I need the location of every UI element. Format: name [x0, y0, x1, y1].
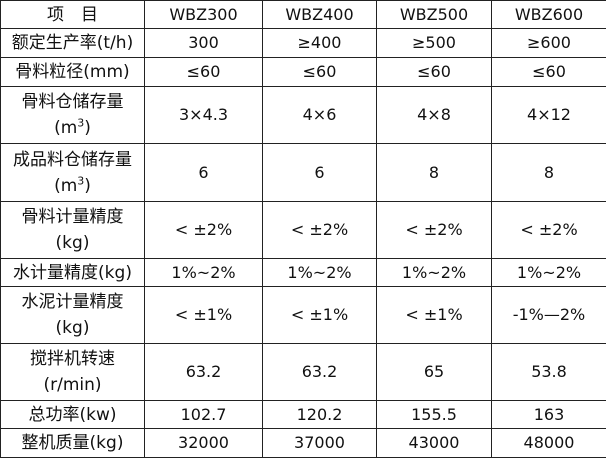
row: 骨料计量精度(kg)< ±2%< ±2%< ±2%< ±2% — [1, 202, 606, 259]
value-cell: 3×4.3 — [145, 87, 263, 144]
value-cell: ≤60 — [263, 58, 377, 87]
value-cell: 6 — [263, 144, 377, 202]
label-text: 整机质量(kg) — [22, 433, 124, 453]
label-unit: (kg) — [56, 318, 90, 338]
value-cell: ≥500 — [377, 29, 492, 58]
value-cell: < ±2% — [145, 202, 263, 259]
row-label: 骨料仓储存量(m3) — [1, 87, 145, 144]
label-text: 搅拌机转速 — [30, 349, 115, 369]
value-cell: 32000 — [145, 429, 263, 458]
row-label: 额定生产率(t/h) — [1, 29, 145, 58]
value-cell: 120.2 — [263, 401, 377, 429]
value-cell: 6 — [145, 144, 263, 202]
value-cell: 63.2 — [263, 344, 377, 401]
row-label: 骨料计量精度 (kg) — [1, 202, 145, 259]
value-cell: ≤60 — [377, 58, 492, 87]
label-text: 水计量精度(kg) — [13, 263, 132, 283]
value-cell: 4×12 — [492, 87, 606, 144]
header-cell: WBZ500 — [377, 1, 492, 29]
value-cell: 4×6 — [263, 87, 377, 144]
row-label: 水泥计量精度 (kg) — [1, 287, 145, 344]
value-cell: 53.8 — [492, 344, 606, 401]
row-label: 整机质量(kg) — [1, 429, 145, 458]
label-unit: (r/min) — [43, 375, 101, 395]
value-cell: 63.2 — [145, 344, 263, 401]
value-cell: 163 — [492, 401, 606, 429]
value-cell: < ±1% — [263, 287, 377, 344]
row-label: 总功率(kw) — [1, 401, 145, 429]
value-cell: 4×8 — [377, 87, 492, 144]
label-text: 骨料计量精度 — [22, 207, 124, 227]
value-cell: 43000 — [377, 429, 492, 458]
value-cell: 1%~2% — [263, 259, 377, 287]
label-text: 骨料仓储存量 — [22, 92, 124, 112]
header-cell: 项 目 — [1, 1, 145, 29]
row: 骨料粒径(mm)≤60≤60≤60≤60 — [1, 58, 606, 87]
row: 水泥计量精度(kg)< ±1%< ±1%< ±1%-1%—2% — [1, 287, 606, 344]
value-cell: 1%~2% — [492, 259, 606, 287]
value-cell: ≥400 — [263, 29, 377, 58]
header-cell: WBZ400 — [263, 1, 377, 29]
row: 水计量精度(kg)1%~2%1%~2%1%~2%1%~2% — [1, 259, 606, 287]
value-cell: 48000 — [492, 429, 606, 458]
value-cell: < ±1% — [377, 287, 492, 344]
header-cell: WBZ600 — [492, 1, 606, 29]
row-label: 骨料粒径(mm) — [1, 58, 145, 87]
value-cell: 155.5 — [377, 401, 492, 429]
header-cell: WBZ300 — [145, 1, 263, 29]
value-cell: ≤60 — [145, 58, 263, 87]
value-cell: 1%~2% — [377, 259, 492, 287]
label-unit: ) — [84, 176, 91, 196]
value-cell: < ±2% — [377, 202, 492, 259]
value-cell: < ±2% — [492, 202, 606, 259]
value-cell: ≤60 — [492, 58, 606, 87]
value-cell: 65 — [377, 344, 492, 401]
value-cell: < ±1% — [145, 287, 263, 344]
label-unit: (kg) — [56, 233, 90, 253]
label-unit: ) — [84, 118, 91, 138]
label-text: 额定生产率(t/h) — [12, 33, 133, 53]
label-unit: (m — [54, 176, 77, 196]
row-label: 水计量精度(kg) — [1, 259, 145, 287]
row-label: 搅拌机转速 (r/min) — [1, 344, 145, 401]
value-cell: 8 — [377, 144, 492, 202]
value-cell: < ±2% — [263, 202, 377, 259]
value-cell: ≥600 — [492, 29, 606, 58]
value-cell: 37000 — [263, 429, 377, 458]
label-unit: (m — [54, 118, 77, 138]
value-cell: 300 — [145, 29, 263, 58]
label-text: 骨料粒径(mm) — [15, 62, 129, 82]
label-text: 总功率(kw) — [28, 405, 116, 425]
value-cell: 102.7 — [145, 401, 263, 429]
value-cell: -1%—2% — [492, 287, 606, 344]
value-cell: 8 — [492, 144, 606, 202]
label-text: 成品料仓储存量 — [13, 150, 132, 170]
row-label: 成品料仓储存量(m3) — [1, 144, 145, 202]
label-text: 水泥计量精度 — [22, 292, 124, 312]
row: 额定生产率(t/h) 300≥400≥500≥600 — [1, 29, 606, 58]
value-cell: 1%~2% — [145, 259, 263, 287]
